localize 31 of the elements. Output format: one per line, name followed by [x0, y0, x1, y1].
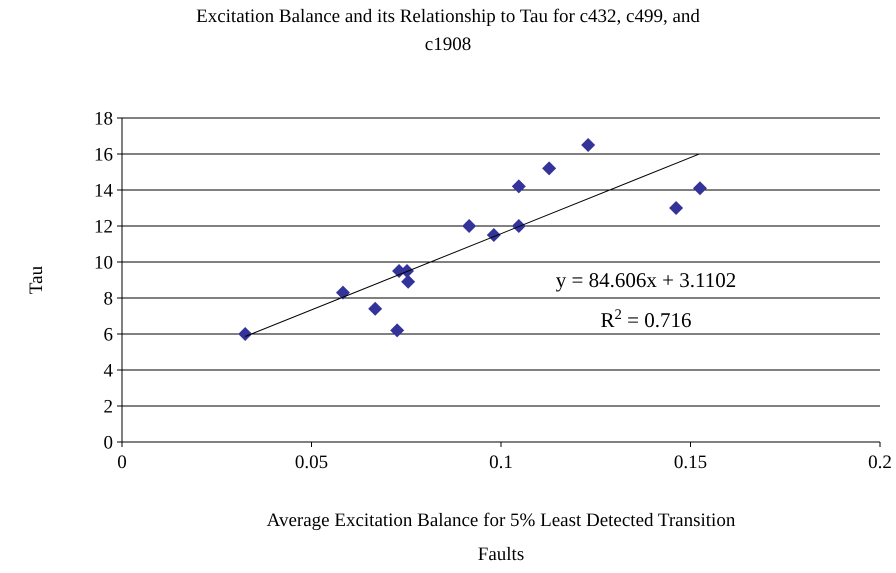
point	[462, 219, 476, 233]
point	[669, 201, 684, 215]
x-axis-title: Average Excitation Balance for 5% Least Detected Transition Faults	[266, 510, 736, 565]
x-tick-label: 0.2	[868, 452, 892, 473]
y-tick-label: 12	[94, 216, 113, 238]
point	[692, 181, 707, 196]
point	[336, 286, 350, 300]
y-tick-label: 18	[94, 108, 113, 130]
y-axis-title: Tau	[26, 265, 47, 294]
y-tick-label: 6	[104, 324, 113, 346]
y-tick-label: 4	[104, 360, 114, 382]
x-tick-label: 0	[117, 452, 127, 473]
point	[542, 161, 556, 176]
point	[401, 274, 416, 289]
y-tick-label: 0	[104, 432, 113, 454]
y-tick-label: 8	[104, 288, 113, 310]
y-tick-label: 14	[94, 180, 114, 202]
y-tick-label: 16	[94, 144, 113, 166]
x-tick-label: 0.15	[674, 452, 708, 473]
point	[581, 138, 596, 152]
y-tick-label: 2	[104, 396, 113, 418]
y-tick-label: 10	[94, 252, 113, 274]
chart-title: Excitation Balance and its Relationship to Tau for c432, c499, and c1908	[196, 6, 700, 55]
x-tick-label: 0.1	[489, 452, 513, 473]
point	[390, 323, 404, 338]
point	[368, 302, 382, 316]
annotation: R$^{2}$ = 0.716	[600, 307, 692, 332]
annotation: y = 84.606x + 3.1102	[556, 268, 736, 292]
point	[512, 179, 526, 194]
x-tick-label: 0.05	[294, 452, 328, 473]
point	[238, 327, 252, 341]
